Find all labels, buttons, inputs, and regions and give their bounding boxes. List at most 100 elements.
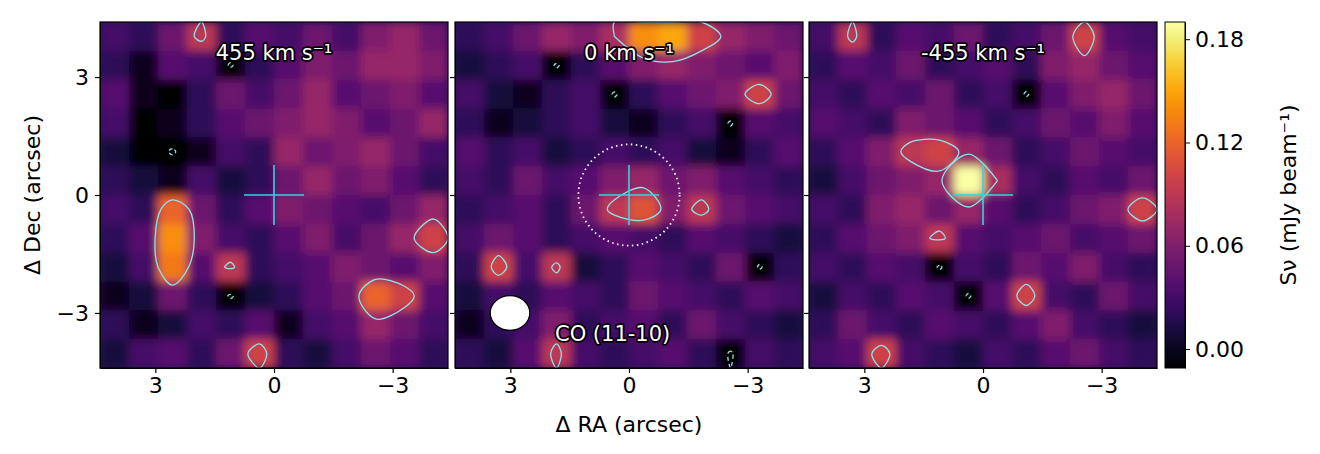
heatmap-cell <box>129 22 159 51</box>
heatmap-cell <box>1041 109 1071 138</box>
heatmap-cell <box>361 22 391 51</box>
heatmap-cell <box>361 224 391 253</box>
heatmap-cell <box>687 339 717 368</box>
heatmap-cell <box>390 51 420 80</box>
heatmap-cell <box>455 282 485 311</box>
x-axis-tick: 3 <box>149 368 163 398</box>
heatmap-cell <box>925 195 955 224</box>
heatmap-cell <box>100 51 130 80</box>
contour <box>607 188 661 221</box>
heatmap-cell <box>274 166 304 195</box>
heatmap-cell <box>1099 195 1129 224</box>
y-axis-line <box>809 23 810 369</box>
heatmap-cell <box>484 80 514 109</box>
heatmap-cell <box>687 310 717 339</box>
heatmap-cell <box>1070 137 1100 166</box>
heatmap-cell <box>216 224 246 253</box>
heatmap-cell <box>1012 282 1042 311</box>
contour <box>942 154 998 207</box>
heatmap-cell <box>687 80 717 109</box>
heatmap-cell <box>390 310 420 339</box>
heatmap-cell <box>361 195 391 224</box>
heatmap-cell <box>187 80 217 109</box>
colorbar-tick: 0.06 <box>1185 233 1244 258</box>
heatmap-cell <box>484 109 514 138</box>
heatmap-cell <box>187 109 217 138</box>
heatmap-cell <box>571 166 601 195</box>
heatmap-cell <box>332 253 362 282</box>
x-axis-tick: 0 <box>623 368 637 398</box>
heatmap-cell <box>1070 310 1100 339</box>
heatmap-cell <box>896 80 926 109</box>
heatmap-cell <box>216 80 246 109</box>
heatmap-cell <box>1041 80 1071 109</box>
heatmap-cell <box>1099 51 1129 80</box>
heatmap-cell <box>303 109 333 138</box>
heatmap-cell <box>838 22 868 51</box>
y-axis-tick-mark <box>804 77 809 78</box>
contour <box>155 200 194 285</box>
heatmap-cell <box>1041 339 1071 368</box>
heatmap-cell <box>867 137 897 166</box>
heatmap-cell <box>245 195 275 224</box>
x-axis-tick-label: 0 <box>623 373 637 398</box>
heatmap-cell <box>745 224 775 253</box>
contour <box>612 92 617 97</box>
heatmap-cell <box>332 80 362 109</box>
y-axis-line <box>455 23 456 369</box>
heatmap-cell <box>925 109 955 138</box>
plot-area <box>809 22 1157 368</box>
heatmap-cell <box>745 22 775 51</box>
y-axis-tick-mark <box>95 313 100 314</box>
heatmap-cell <box>361 310 391 339</box>
heatmap-cell <box>983 224 1013 253</box>
heatmap-cell <box>1128 109 1157 138</box>
heatmap-cell <box>809 253 839 282</box>
heatmap-cell <box>455 137 485 166</box>
panel-title: -455 km s⁻¹ <box>921 41 1045 65</box>
plot-frame <box>455 22 803 368</box>
x-axis-tick: −3 <box>732 368 764 398</box>
heatmap-cell <box>1041 166 1071 195</box>
heatmap-cell <box>954 166 984 195</box>
heatmap-cell <box>809 282 839 311</box>
heatmap-cell <box>332 166 362 195</box>
heatmap-cell <box>455 51 485 80</box>
heatmap-cell <box>158 166 188 195</box>
heatmap-cell <box>303 282 333 311</box>
heatmap-cell <box>600 137 630 166</box>
heatmap-cell <box>745 51 775 80</box>
heatmap-cell <box>867 109 897 138</box>
heatmap-cell <box>925 282 955 311</box>
heatmap-cell <box>774 166 803 195</box>
heatmap-cell <box>1012 80 1042 109</box>
heatmap-cell <box>245 109 275 138</box>
heatmap-cell <box>983 195 1013 224</box>
heatmap-cell <box>129 109 159 138</box>
heatmap-cell <box>332 282 362 311</box>
heatmap-cell <box>1099 109 1129 138</box>
heatmap-cell <box>658 282 688 311</box>
heatmap-cell <box>774 51 803 80</box>
heatmap-cell <box>954 224 984 253</box>
heatmap-cell <box>274 109 304 138</box>
heatmap-cell <box>419 253 448 282</box>
heatmap-cell <box>925 253 955 282</box>
heatmap-cell <box>838 80 868 109</box>
heatmap-cell <box>867 253 897 282</box>
heatmap-cell <box>571 80 601 109</box>
heatmap-cell <box>245 137 275 166</box>
heatmap-cell <box>774 195 803 224</box>
heatmap-cell <box>687 282 717 311</box>
heatmap-cell <box>274 253 304 282</box>
heatmap-cell <box>1070 339 1100 368</box>
contour <box>168 149 175 155</box>
heatmap-cell <box>361 80 391 109</box>
heatmap-cell <box>867 22 897 51</box>
y-axis-tick-mark <box>450 195 455 196</box>
heatmap-cell <box>809 224 839 253</box>
heatmap-cell <box>687 166 717 195</box>
heatmap-cell <box>332 51 362 80</box>
y-axis-tick: −3 <box>57 300 100 325</box>
heatmap-cell <box>571 224 601 253</box>
